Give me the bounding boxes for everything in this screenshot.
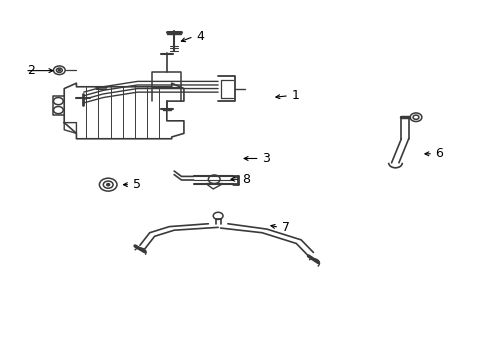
Text: 6: 6: [436, 147, 443, 160]
Circle shape: [58, 69, 60, 71]
Circle shape: [107, 184, 110, 186]
Text: 8: 8: [243, 173, 250, 186]
Text: 5: 5: [133, 178, 141, 191]
Text: 2: 2: [27, 64, 35, 77]
Text: 4: 4: [196, 30, 204, 43]
Text: 1: 1: [292, 89, 299, 102]
Text: 7: 7: [282, 221, 290, 234]
Text: 3: 3: [262, 152, 270, 165]
